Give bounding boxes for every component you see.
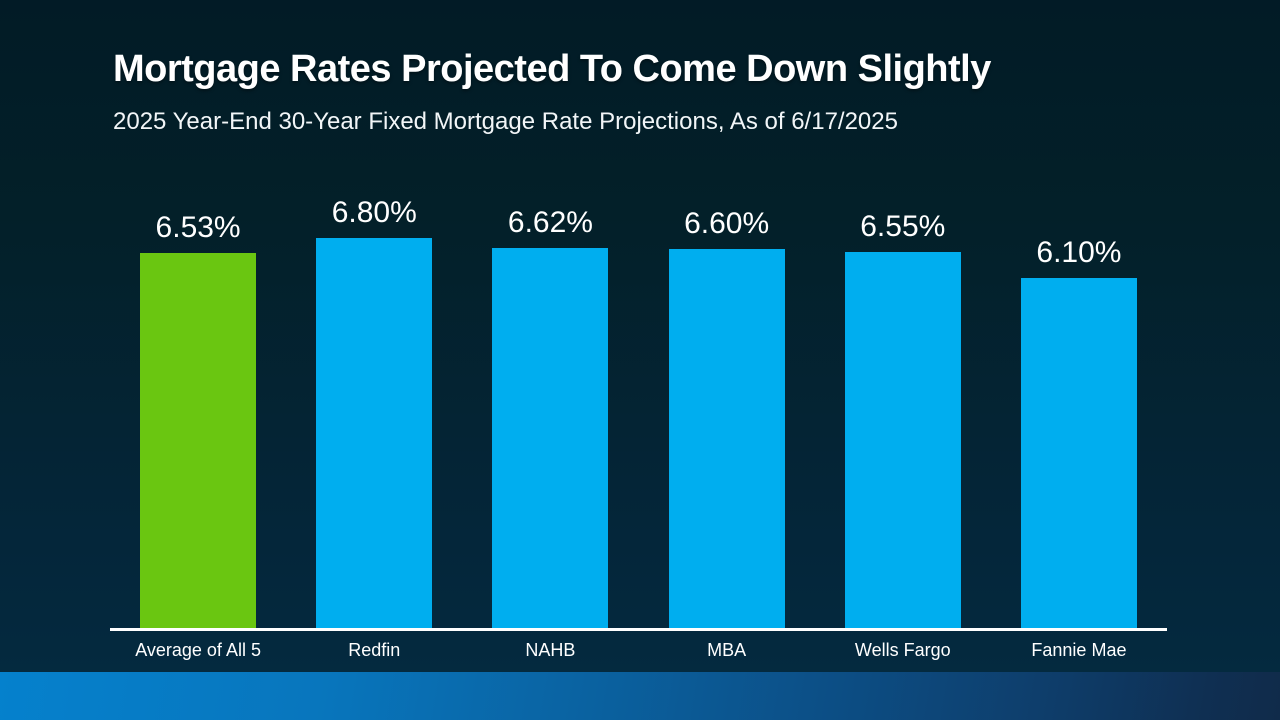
chart-subtitle: 2025 Year-End 30-Year Fixed Mortgage Rat… [113, 108, 898, 135]
footer-gradient-strip [0, 672, 1280, 720]
bar [1020, 278, 1137, 628]
bar-value-label: 6.62% [507, 206, 593, 239]
bar [492, 248, 609, 628]
bar [844, 252, 961, 628]
bar-value-label: 6.53% [155, 211, 241, 244]
category-label: MBA [707, 640, 747, 660]
bar-value-label: 6.55% [860, 210, 946, 243]
bar [316, 238, 433, 628]
bar-slot: 6.62% [462, 188, 638, 628]
bar-chart: 6.53% 6.80% 6.62% 6.60% 6.55% 6.10% [110, 188, 1167, 631]
bar-slot: 6.53% [110, 188, 286, 628]
bar-value-label: 6.80% [331, 196, 417, 229]
category-label: Average of All 5 [135, 640, 261, 660]
bar-slot: 6.55% [815, 188, 991, 628]
bar-slot: 6.80% [286, 188, 462, 628]
category-label: Fannie Mae [1031, 640, 1127, 660]
bar-slot: 6.60% [639, 188, 815, 628]
category-label: Redfin [348, 640, 401, 660]
category-labels-row: Average of All 5 Redfin NAHB MBA Wells Fargo… [110, 640, 1167, 661]
bar-value-label: 6.60% [684, 207, 770, 240]
bar-value-label: 6.10% [1036, 236, 1122, 269]
bar-slot: 6.10% [991, 188, 1167, 628]
category-label: Wells Fargo [854, 640, 951, 660]
bar [668, 249, 785, 628]
bar [140, 253, 257, 628]
chart-title: Mortgage Rates Projected To Come Down Sl… [113, 48, 991, 90]
category-label: NAHB [525, 640, 576, 660]
x-axis-line [110, 628, 1167, 631]
bars-row: 6.53% 6.80% 6.62% 6.60% 6.55% 6.10% [110, 188, 1167, 628]
